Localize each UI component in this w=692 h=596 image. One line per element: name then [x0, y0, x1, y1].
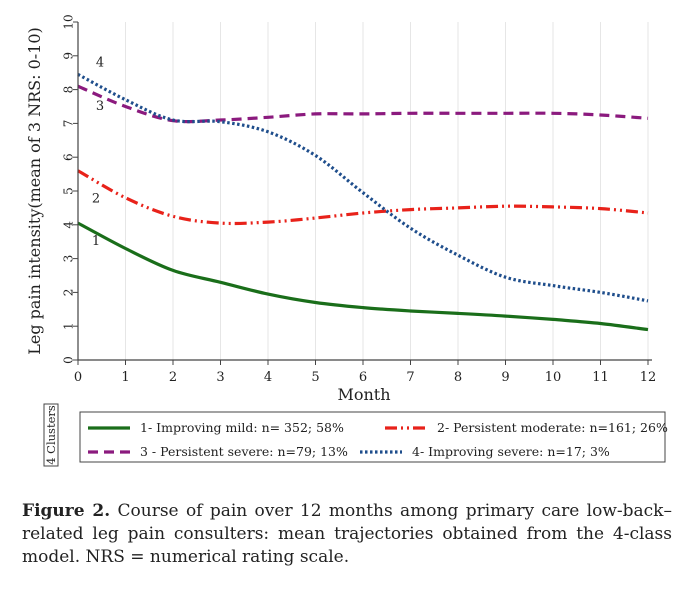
legend-title-box	[43, 403, 59, 467]
x-tick-label: 9	[501, 370, 509, 385]
x-tick-label: 7	[406, 370, 414, 385]
y-tick-label: 7	[62, 120, 76, 128]
x-tick-label: 6	[359, 370, 367, 385]
y-tick-label: 0	[62, 356, 76, 364]
y-tick-label: 2	[62, 289, 76, 297]
y-tick-label: 1	[62, 322, 76, 330]
caption-text: Course of pain over 12 months among prim…	[22, 501, 672, 567]
y-tick-label: 10	[62, 14, 76, 29]
y-ticks: 0 1 2 3 4 5 6 7 8 9 10	[62, 14, 78, 364]
legend-box	[79, 411, 666, 463]
legend-label: 1- Improving mild: n= 352; 58%	[140, 420, 344, 435]
x-tick-label: 5	[311, 370, 319, 385]
y-tick-label: 9	[62, 52, 76, 60]
x-tick-label: 0	[74, 370, 82, 385]
x-tick-label: 12	[640, 370, 657, 385]
x-tick-label: 10	[545, 370, 562, 385]
legend-label: 3 - Persistent severe: n=79; 13%	[140, 444, 348, 459]
x-tick-label: 4	[264, 370, 272, 385]
x-tick-label: 2	[169, 370, 177, 385]
y-tick-label: 3	[62, 255, 76, 263]
legend-title: 4 Clusters	[44, 405, 58, 465]
x-tick-label: 8	[454, 370, 462, 385]
gridlines	[77, 22, 649, 360]
y-tick-label: 5	[62, 187, 76, 195]
series-end-label: 1	[92, 234, 100, 249]
series-end-label: 3	[96, 99, 104, 114]
x-tick-label: 11	[592, 370, 609, 385]
x-tick-label: 3	[216, 370, 224, 385]
y-axis-label: Leg pain intensity(mean of 3 NRS: 0-10)	[25, 27, 44, 355]
series-line-2	[77, 169, 649, 226]
y-tick-label: 6	[62, 153, 76, 161]
legend-label: 4- Improving severe: n=17; 3%	[412, 444, 610, 459]
series-end-label: 2	[92, 192, 100, 207]
caption-label: Figure 2.	[22, 501, 111, 521]
y-tick-label: 4	[62, 221, 76, 229]
y-tick-label: 8	[62, 86, 76, 94]
x-tick-label: 1	[121, 370, 129, 385]
legend: 4 Clusters 1- Improving mild: n= 352; 58…	[43, 403, 668, 467]
series-end-labels: 1 2 3 4	[92, 55, 104, 249]
legend-label: 2- Persistent moderate: n=161; 26%	[437, 420, 668, 435]
figure-caption: Figure 2. Course of pain over 12 months …	[22, 500, 672, 569]
series-lines	[77, 72, 649, 332]
x-axis-label: Month	[337, 385, 390, 404]
x-ticks: 0 1 2 3 4 5 6 7 8 9 10 11 12	[74, 360, 656, 385]
series-end-label: 4	[96, 55, 104, 70]
